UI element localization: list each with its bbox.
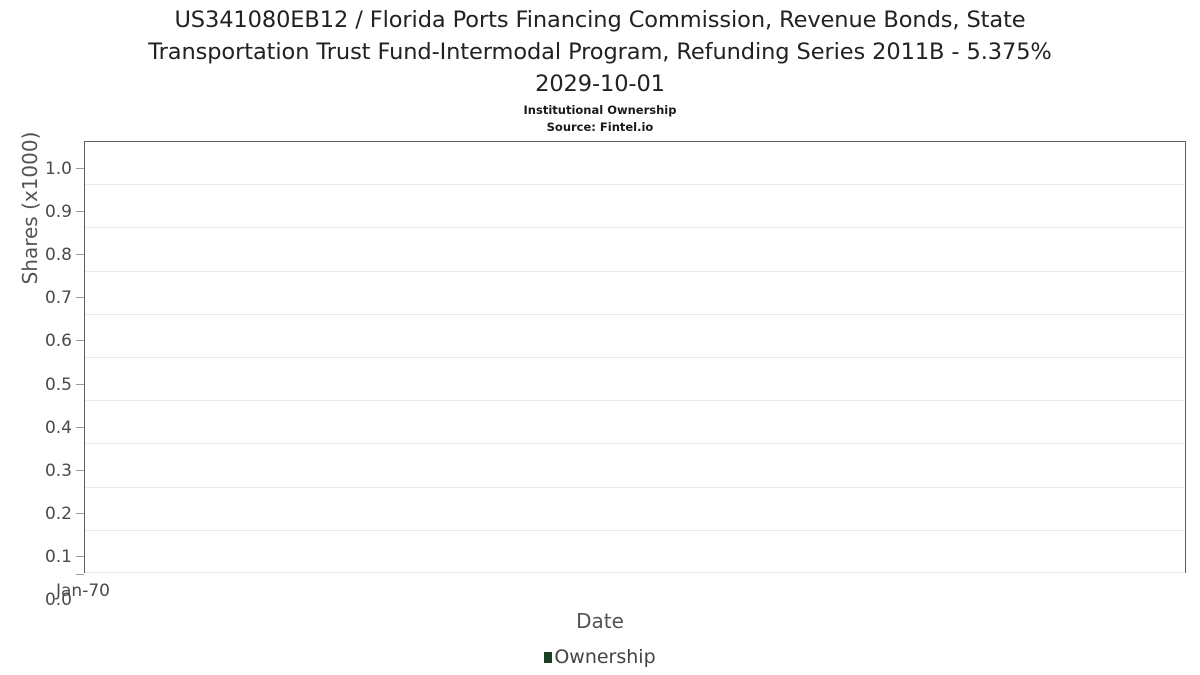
gridline <box>85 270 1185 272</box>
chart-title-line-3: 2029-10-01 <box>535 71 665 97</box>
y-tick-label-0.5: 0.5 <box>44 375 72 395</box>
y-tick-mark <box>76 384 84 385</box>
gridline <box>85 486 1185 488</box>
gridline <box>85 184 1185 186</box>
x-tick-label-jan-70: Jan-70 <box>56 581 110 601</box>
y-tick-mark <box>76 470 84 471</box>
plot-area <box>84 141 1186 573</box>
gridline <box>85 400 1185 402</box>
y-tick-mark <box>76 297 84 298</box>
y-tick-label-0.2: 0.2 <box>44 504 72 524</box>
y-tick-mark <box>76 168 84 169</box>
legend-item-ownership[interactable]: Ownership <box>544 646 656 668</box>
y-tick-label-0.9: 0.9 <box>44 202 72 222</box>
gridline <box>85 313 1185 315</box>
y-tick-mark <box>76 574 84 575</box>
chart-title-line-2: Transportation Trust Fund-Intermodal Pro… <box>148 39 1052 65</box>
chart-subtitle-line-1: Institutional Ownership <box>523 103 677 117</box>
gridline <box>85 227 1185 229</box>
y-tick-label-0.6: 0.6 <box>44 331 72 351</box>
chart-header: US341080EB12 / Florida Ports Financing C… <box>0 0 1200 136</box>
y-tick-label-0.7: 0.7 <box>44 288 72 308</box>
y-tick-mark <box>76 211 84 212</box>
legend-label-ownership: Ownership <box>554 646 656 668</box>
y-tick-mark <box>76 556 84 557</box>
y-tick-label-1.0: 1.0 <box>44 159 72 179</box>
y-tick-label-0.3: 0.3 <box>44 461 72 481</box>
chart-legend: Ownership <box>0 648 1200 667</box>
gridline <box>85 443 1185 445</box>
chart-title: US341080EB12 / Florida Ports Financing C… <box>0 0 1200 100</box>
chart-title-line-1: US341080EB12 / Florida Ports Financing C… <box>174 7 1026 33</box>
y-tick-label-0.1: 0.1 <box>44 547 72 567</box>
y-tick-mark <box>76 427 84 428</box>
y-tick-label-0.0: 0.0 <box>44 590 72 610</box>
y-tick-mark <box>76 513 84 514</box>
y-tick-label-0.4: 0.4 <box>44 418 72 438</box>
gridline <box>85 357 1185 358</box>
chart-subtitle-source: Source: Fintel.io <box>546 120 654 134</box>
chart-subtitle: Institutional Ownership Source: Fintel.i… <box>0 102 1200 136</box>
y-tick-mark <box>76 340 84 341</box>
y-tick-mark <box>76 254 84 255</box>
legend-swatch-icon <box>544 652 553 663</box>
y-tick-label-0.8: 0.8 <box>44 245 72 265</box>
x-axis-title: Date <box>576 609 624 633</box>
gridline <box>85 572 1185 573</box>
gridline <box>85 529 1185 531</box>
